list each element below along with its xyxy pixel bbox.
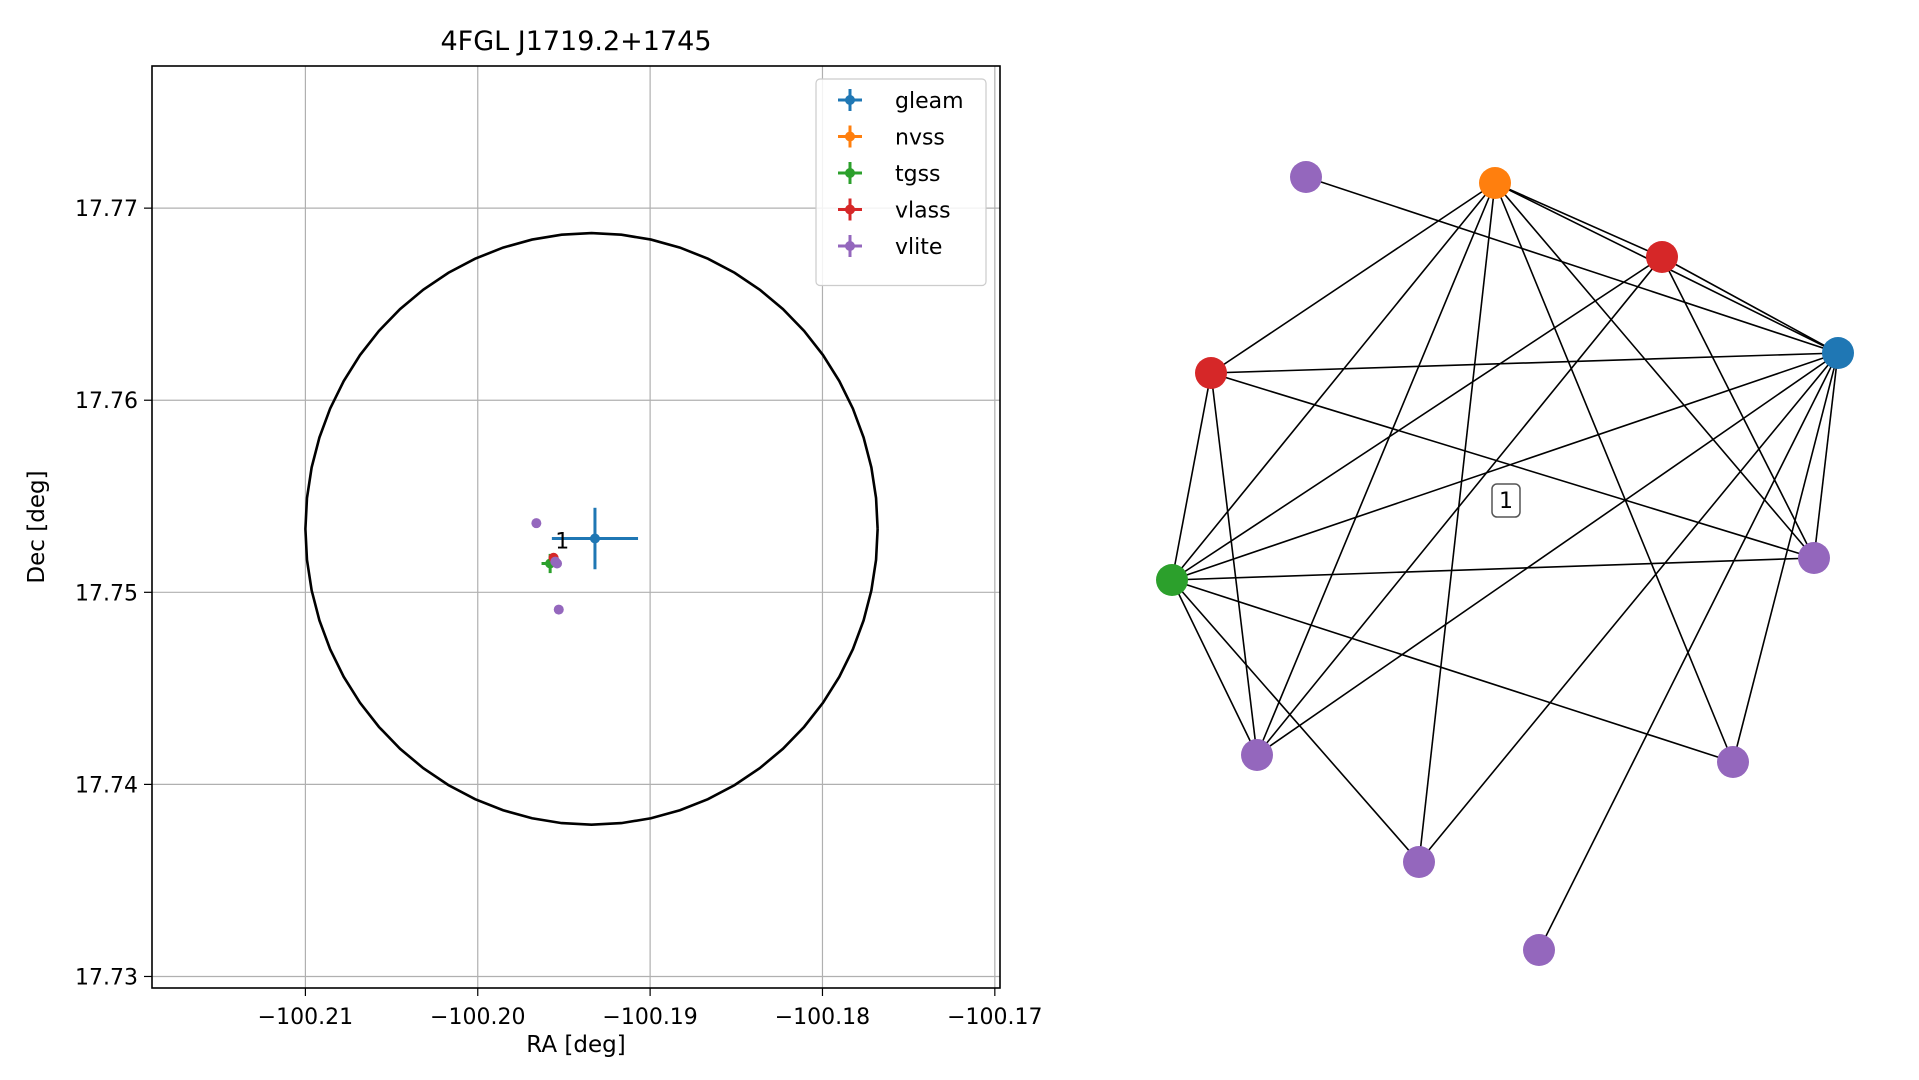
graph-node-gleam: [1822, 337, 1854, 369]
legend-label: tgss: [895, 162, 941, 187]
graph-edge: [1813, 352, 1839, 559]
graph-node-vlite-f: [1523, 934, 1555, 966]
x-axis-label: RA [deg]: [526, 1032, 625, 1058]
legend-entry-vlass: vlass: [838, 198, 951, 224]
graph-edge: [1732, 352, 1839, 763]
graph-edge: [1171, 372, 1212, 581]
network-panel: 1: [1156, 161, 1854, 966]
legend-entry-tgss: tgss: [838, 162, 941, 187]
graph-edge: [1171, 352, 1839, 581]
y-tick-label: 17.75: [75, 581, 138, 606]
gleam-point: [551, 507, 639, 570]
vlite-marker: [531, 518, 542, 529]
graph-edge: [1210, 372, 1258, 756]
edge-layer: [1171, 176, 1839, 951]
axes-frame: [151, 65, 1001, 989]
y-tick-label: 17.73: [75, 965, 138, 990]
cluster-label: 1: [1499, 489, 1513, 514]
graph-edge: [1256, 256, 1663, 756]
graph-edge: [1256, 182, 1496, 756]
chart-title: 4FGL J1719.2+1745: [440, 26, 711, 57]
legend-label: vlass: [895, 199, 951, 224]
series-layer: [531, 507, 639, 615]
vlite-point: [553, 604, 564, 615]
annotation-layer: 1: [555, 529, 569, 554]
legend-swatch-dot: [845, 241, 855, 251]
point-annotation: 1: [555, 529, 569, 554]
graph-edge: [1210, 182, 1496, 374]
legend-swatch-dot: [845, 95, 855, 105]
legend-swatch-dot: [845, 131, 855, 142]
x-tick-label: −100.20: [430, 1005, 525, 1030]
legend-swatch-dot: [845, 168, 855, 178]
ellipse-layer: [304, 231, 879, 827]
y-tick-label: 17.76: [75, 389, 138, 414]
localization-ellipse: [304, 231, 879, 827]
graph-edge: [1538, 352, 1839, 951]
x-tick-label: −100.17: [947, 1005, 1042, 1030]
graph-edge: [1256, 352, 1839, 756]
legend-entry-nvss: nvss: [838, 125, 945, 151]
graph-edge: [1494, 182, 1663, 258]
graph-node-nvss: [1479, 167, 1511, 199]
graph-edge: [1494, 182, 1815, 559]
scatter-panel: 4FGL J1719.2+1745 1 −100.21 −100.20 −100.1…: [24, 26, 1043, 1058]
y-tick-label: 17.74: [75, 773, 138, 798]
legend: gleam nvss tgss vlass vlite: [815, 78, 987, 287]
y-tick-label: 17.77: [75, 197, 138, 222]
graph-edge: [1171, 579, 1734, 763]
graph-node-vlite-c: [1241, 739, 1273, 771]
y-axis-label: Dec [deg]: [24, 470, 50, 583]
graph-node-vlite-e: [1403, 846, 1435, 878]
legend-label: vlite: [895, 235, 942, 260]
vlite-point: [552, 558, 563, 569]
graph-edge: [1171, 256, 1663, 581]
graph-edge: [1661, 256, 1839, 354]
x-tick-label: −100.18: [775, 1005, 870, 1030]
legend-label: nvss: [895, 126, 945, 151]
vlite-marker: [552, 558, 563, 569]
x-tick-label: −100.19: [602, 1005, 697, 1030]
vlite-point: [531, 518, 542, 529]
graph-node-vlass-a: [1646, 241, 1678, 273]
legend-entry-vlite: vlite: [838, 235, 942, 260]
graph-node-vlite-d: [1717, 746, 1749, 778]
legend-swatch-dot: [845, 204, 855, 215]
legend-label: gleam: [895, 89, 964, 114]
graph-node-vlass-b: [1195, 357, 1227, 389]
graph-edge: [1171, 579, 1420, 863]
graph-edge: [1171, 182, 1496, 581]
cluster-label-box: [1491, 483, 1521, 518]
x-axis-ticks: −100.21 −100.20 −100.19 −100.18 −100.17: [258, 988, 1043, 1030]
graph-edge: [1661, 256, 1815, 559]
graph-node-vlite-a: [1290, 161, 1322, 193]
graph-edge: [1418, 352, 1839, 863]
graph-node-vlite-b: [1798, 542, 1830, 574]
node-layer: [1156, 161, 1854, 966]
legend-box: [815, 78, 987, 287]
graph-edge: [1305, 176, 1839, 354]
y-axis-ticks: 17.73 17.74 17.75 17.76 17.77: [75, 197, 152, 990]
x-tick-label: −100.21: [258, 1005, 353, 1030]
legend-entry-gleam: gleam: [838, 89, 964, 114]
gleam-marker: [589, 533, 600, 544]
graph-edge: [1210, 352, 1839, 374]
graph-node-tgss: [1156, 564, 1188, 596]
cluster-label-layer: 1: [1491, 483, 1521, 518]
graph-edge: [1418, 182, 1496, 863]
graph-edge: [1494, 182, 1734, 763]
graph-edge: [1171, 557, 1815, 581]
graph-edge: [1171, 579, 1258, 756]
vlite-marker: [553, 604, 564, 615]
graph-edge: [1210, 372, 1815, 559]
